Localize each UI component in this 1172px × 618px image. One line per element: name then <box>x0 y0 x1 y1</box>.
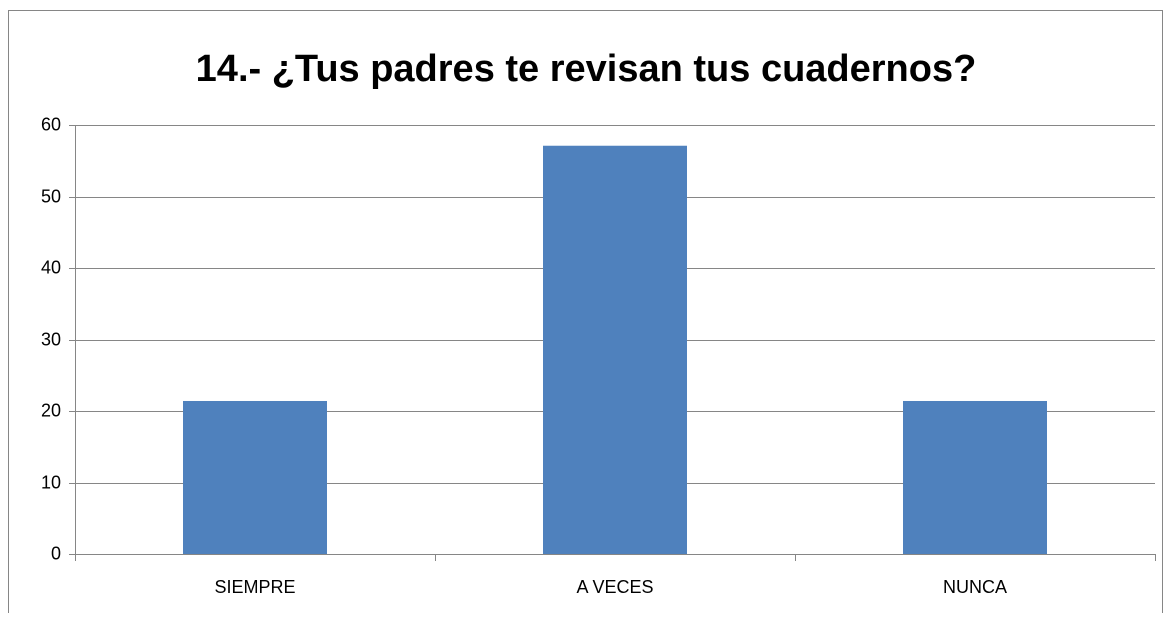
y-tick-label: 30 <box>41 329 61 349</box>
bar <box>543 145 687 555</box>
y-tick-label: 40 <box>41 257 61 277</box>
y-tick-label: 60 <box>41 114 61 134</box>
y-tick-label: 10 <box>41 472 61 492</box>
bar <box>183 400 327 554</box>
bar <box>903 400 1047 554</box>
x-tick-label: SIEMPRE <box>214 577 295 597</box>
x-tick-label: NUNCA <box>943 577 1007 597</box>
chart-title: 14.- ¿Tus padres te revisan tus cuaderno… <box>196 48 977 90</box>
x-tick-label: A VECES <box>576 577 653 597</box>
y-tick-label: 50 <box>41 186 61 206</box>
y-tick-label: 0 <box>51 543 61 563</box>
y-tick-label: 20 <box>41 400 61 420</box>
